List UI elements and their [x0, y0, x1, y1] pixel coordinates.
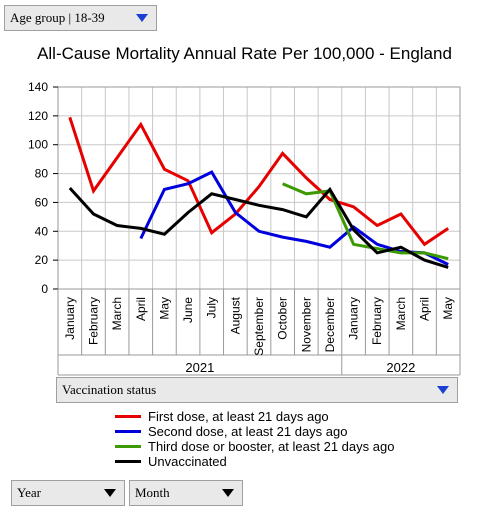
y-tick-label: 120: [28, 109, 48, 123]
legend-item: Unvaccinated: [115, 454, 394, 469]
x-tick-label: January: [63, 297, 77, 340]
vaccination-status-select-label: Vaccination status: [62, 382, 157, 397]
month-select-label: Month: [135, 485, 170, 500]
x-tick-label: March: [110, 297, 124, 330]
legend-label: Unvaccinated: [148, 454, 227, 469]
chevron-down-icon: [222, 489, 234, 497]
x-tick-label: February: [370, 297, 384, 345]
y-tick-label: 0: [41, 282, 48, 296]
legend-item: Third dose or booster, at least 21 days …: [115, 439, 394, 454]
plot-frame: [57, 86, 461, 290]
year-group-label: 2022: [386, 360, 415, 375]
x-tick-label: November: [299, 297, 313, 352]
legend-item: Second dose, at least 21 days ago: [115, 424, 394, 439]
legend-swatch: [115, 430, 141, 433]
age-group-select[interactable]: Age group | 18-39: [4, 5, 157, 31]
month-select[interactable]: Month: [129, 480, 243, 506]
chevron-down-icon: [437, 386, 449, 394]
x-tick-label: February: [86, 297, 100, 345]
vaccination-status-select[interactable]: Vaccination status: [56, 377, 458, 403]
y-tick-label: 60: [35, 195, 49, 209]
x-tick-label: May: [441, 297, 455, 320]
year-select[interactable]: Year: [11, 480, 125, 506]
legend-label: First dose, at least 21 days ago: [148, 409, 329, 424]
legend-swatch: [115, 415, 141, 418]
y-tick-label: 100: [28, 138, 48, 152]
y-tick-label: 140: [28, 80, 48, 94]
x-tick-label: August: [228, 296, 242, 334]
chevron-down-icon: [136, 14, 148, 22]
chevron-down-icon: [104, 489, 116, 497]
x-tick-label: June: [181, 297, 195, 323]
x-tick-label: April: [418, 297, 432, 321]
series-line: [139, 170, 449, 266]
x-tick-label: January: [347, 297, 361, 340]
line-chart: 0 20 40 60 80 100 120 140 January February March Ap…: [28, 80, 461, 376]
legend-item: First dose, at least 21 days ago: [115, 409, 394, 424]
chart-legend: First dose, at least 21 days ago Second d…: [115, 409, 394, 469]
x-tick-label: September: [252, 297, 266, 356]
x-tick-label: April: [134, 297, 148, 321]
legend-label: Third dose or booster, at least 21 days …: [148, 439, 395, 454]
y-tick-label: 20: [35, 253, 49, 267]
y-tick-label: 80: [35, 167, 49, 181]
x-tick-label: March: [394, 297, 408, 330]
year-group-label: 2021: [185, 360, 214, 375]
age-group-select-label: Age group | 18-39: [10, 10, 105, 25]
series-line: [68, 116, 450, 247]
x-tick-label: December: [323, 297, 337, 352]
x-tick-label: July: [205, 297, 219, 318]
legend-swatch: [115, 445, 141, 448]
legend-swatch: [115, 460, 141, 463]
x-tick-label: May: [157, 297, 171, 320]
series-line: [68, 186, 449, 269]
x-tick-label: October: [276, 297, 290, 340]
year-select-label: Year: [17, 485, 41, 500]
legend-label: Second dose, at least 21 days ago: [148, 424, 348, 439]
chart-title: All-Cause Mortality Annual Rate Per 100,…: [37, 44, 452, 63]
y-tick-label: 40: [35, 224, 49, 238]
series-line: [282, 182, 449, 261]
